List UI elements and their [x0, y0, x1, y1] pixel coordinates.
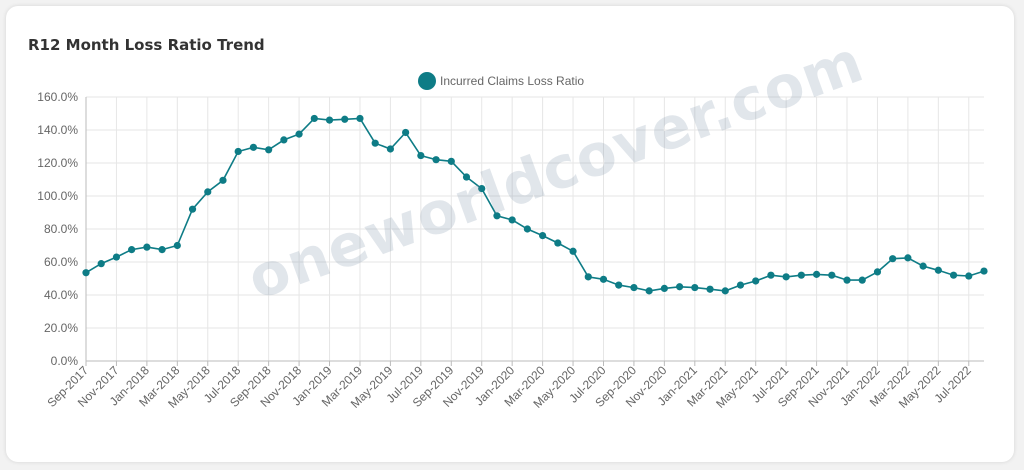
data-point [949, 271, 958, 279]
data-point [143, 243, 151, 251]
data-point [417, 151, 425, 160]
data-point [97, 260, 105, 268]
data-point [858, 276, 866, 284]
chart-card-title: R12 Month Loss Ratio Trend [28, 36, 265, 54]
data-point [752, 277, 760, 285]
data-point [904, 254, 912, 262]
legend-label: Incurred Claims Loss Ratio [440, 74, 585, 88]
y-tick-label: 80.0% [44, 222, 78, 236]
data-point [341, 115, 349, 123]
data-point [554, 239, 562, 247]
data-point [767, 271, 775, 279]
y-tick-label: 0.0% [51, 354, 79, 368]
legend-swatch-icon [418, 72, 436, 90]
chart-legend[interactable]: Incurred Claims Loss Ratio [418, 71, 584, 91]
data-point [569, 247, 577, 255]
data-point [843, 276, 851, 284]
data-point [523, 225, 531, 233]
data-point [691, 283, 699, 292]
data-point [265, 146, 273, 154]
y-tick-label: 160.0% [37, 90, 78, 104]
data-point [173, 241, 181, 250]
data-point [188, 205, 197, 213]
data-point [675, 283, 684, 291]
data-point [219, 176, 227, 184]
y-tick-label: 40.0% [44, 288, 78, 302]
y-tick-label: 60.0% [44, 255, 78, 269]
data-point [980, 267, 988, 275]
data-point [310, 114, 318, 123]
data-point [371, 139, 379, 147]
y-tick-label: 120.0% [37, 156, 78, 170]
data-point [280, 136, 288, 144]
data-point [234, 147, 242, 156]
data-point [82, 269, 90, 277]
y-tick-label: 20.0% [44, 321, 78, 335]
data-point [356, 114, 364, 123]
y-tick-label: 140.0% [37, 123, 78, 137]
data-point [873, 268, 882, 276]
data-point [812, 270, 821, 278]
data-point [828, 271, 836, 279]
data-point [493, 212, 501, 220]
data-point [645, 287, 653, 295]
data-point [158, 246, 166, 254]
data-point [112, 253, 121, 261]
data-point [919, 262, 927, 270]
data-point [736, 281, 745, 289]
data-point [721, 287, 729, 295]
data-point [539, 232, 547, 240]
data-point [797, 271, 805, 279]
data-point [934, 266, 942, 274]
data-point [447, 157, 455, 165]
data-point [584, 273, 592, 281]
y-tick-label: 100.0% [37, 189, 78, 203]
data-point [249, 143, 258, 151]
data-point [128, 246, 136, 254]
data-point [204, 188, 212, 196]
chart-card: R12 Month Loss Ratio Trend [6, 6, 1014, 462]
data-point [386, 145, 395, 153]
data-point [462, 173, 471, 181]
data-point [706, 285, 714, 293]
data-point [630, 283, 638, 292]
data-point [782, 273, 790, 281]
data-point [402, 128, 410, 137]
data-point [508, 216, 516, 224]
data-point [295, 130, 303, 138]
data-point [615, 281, 623, 289]
data-point [432, 156, 440, 164]
data-point [478, 184, 486, 193]
data-point [660, 284, 668, 292]
data-point [325, 116, 334, 124]
data-point [889, 255, 897, 263]
data-point [599, 275, 608, 283]
data-point [965, 272, 973, 280]
